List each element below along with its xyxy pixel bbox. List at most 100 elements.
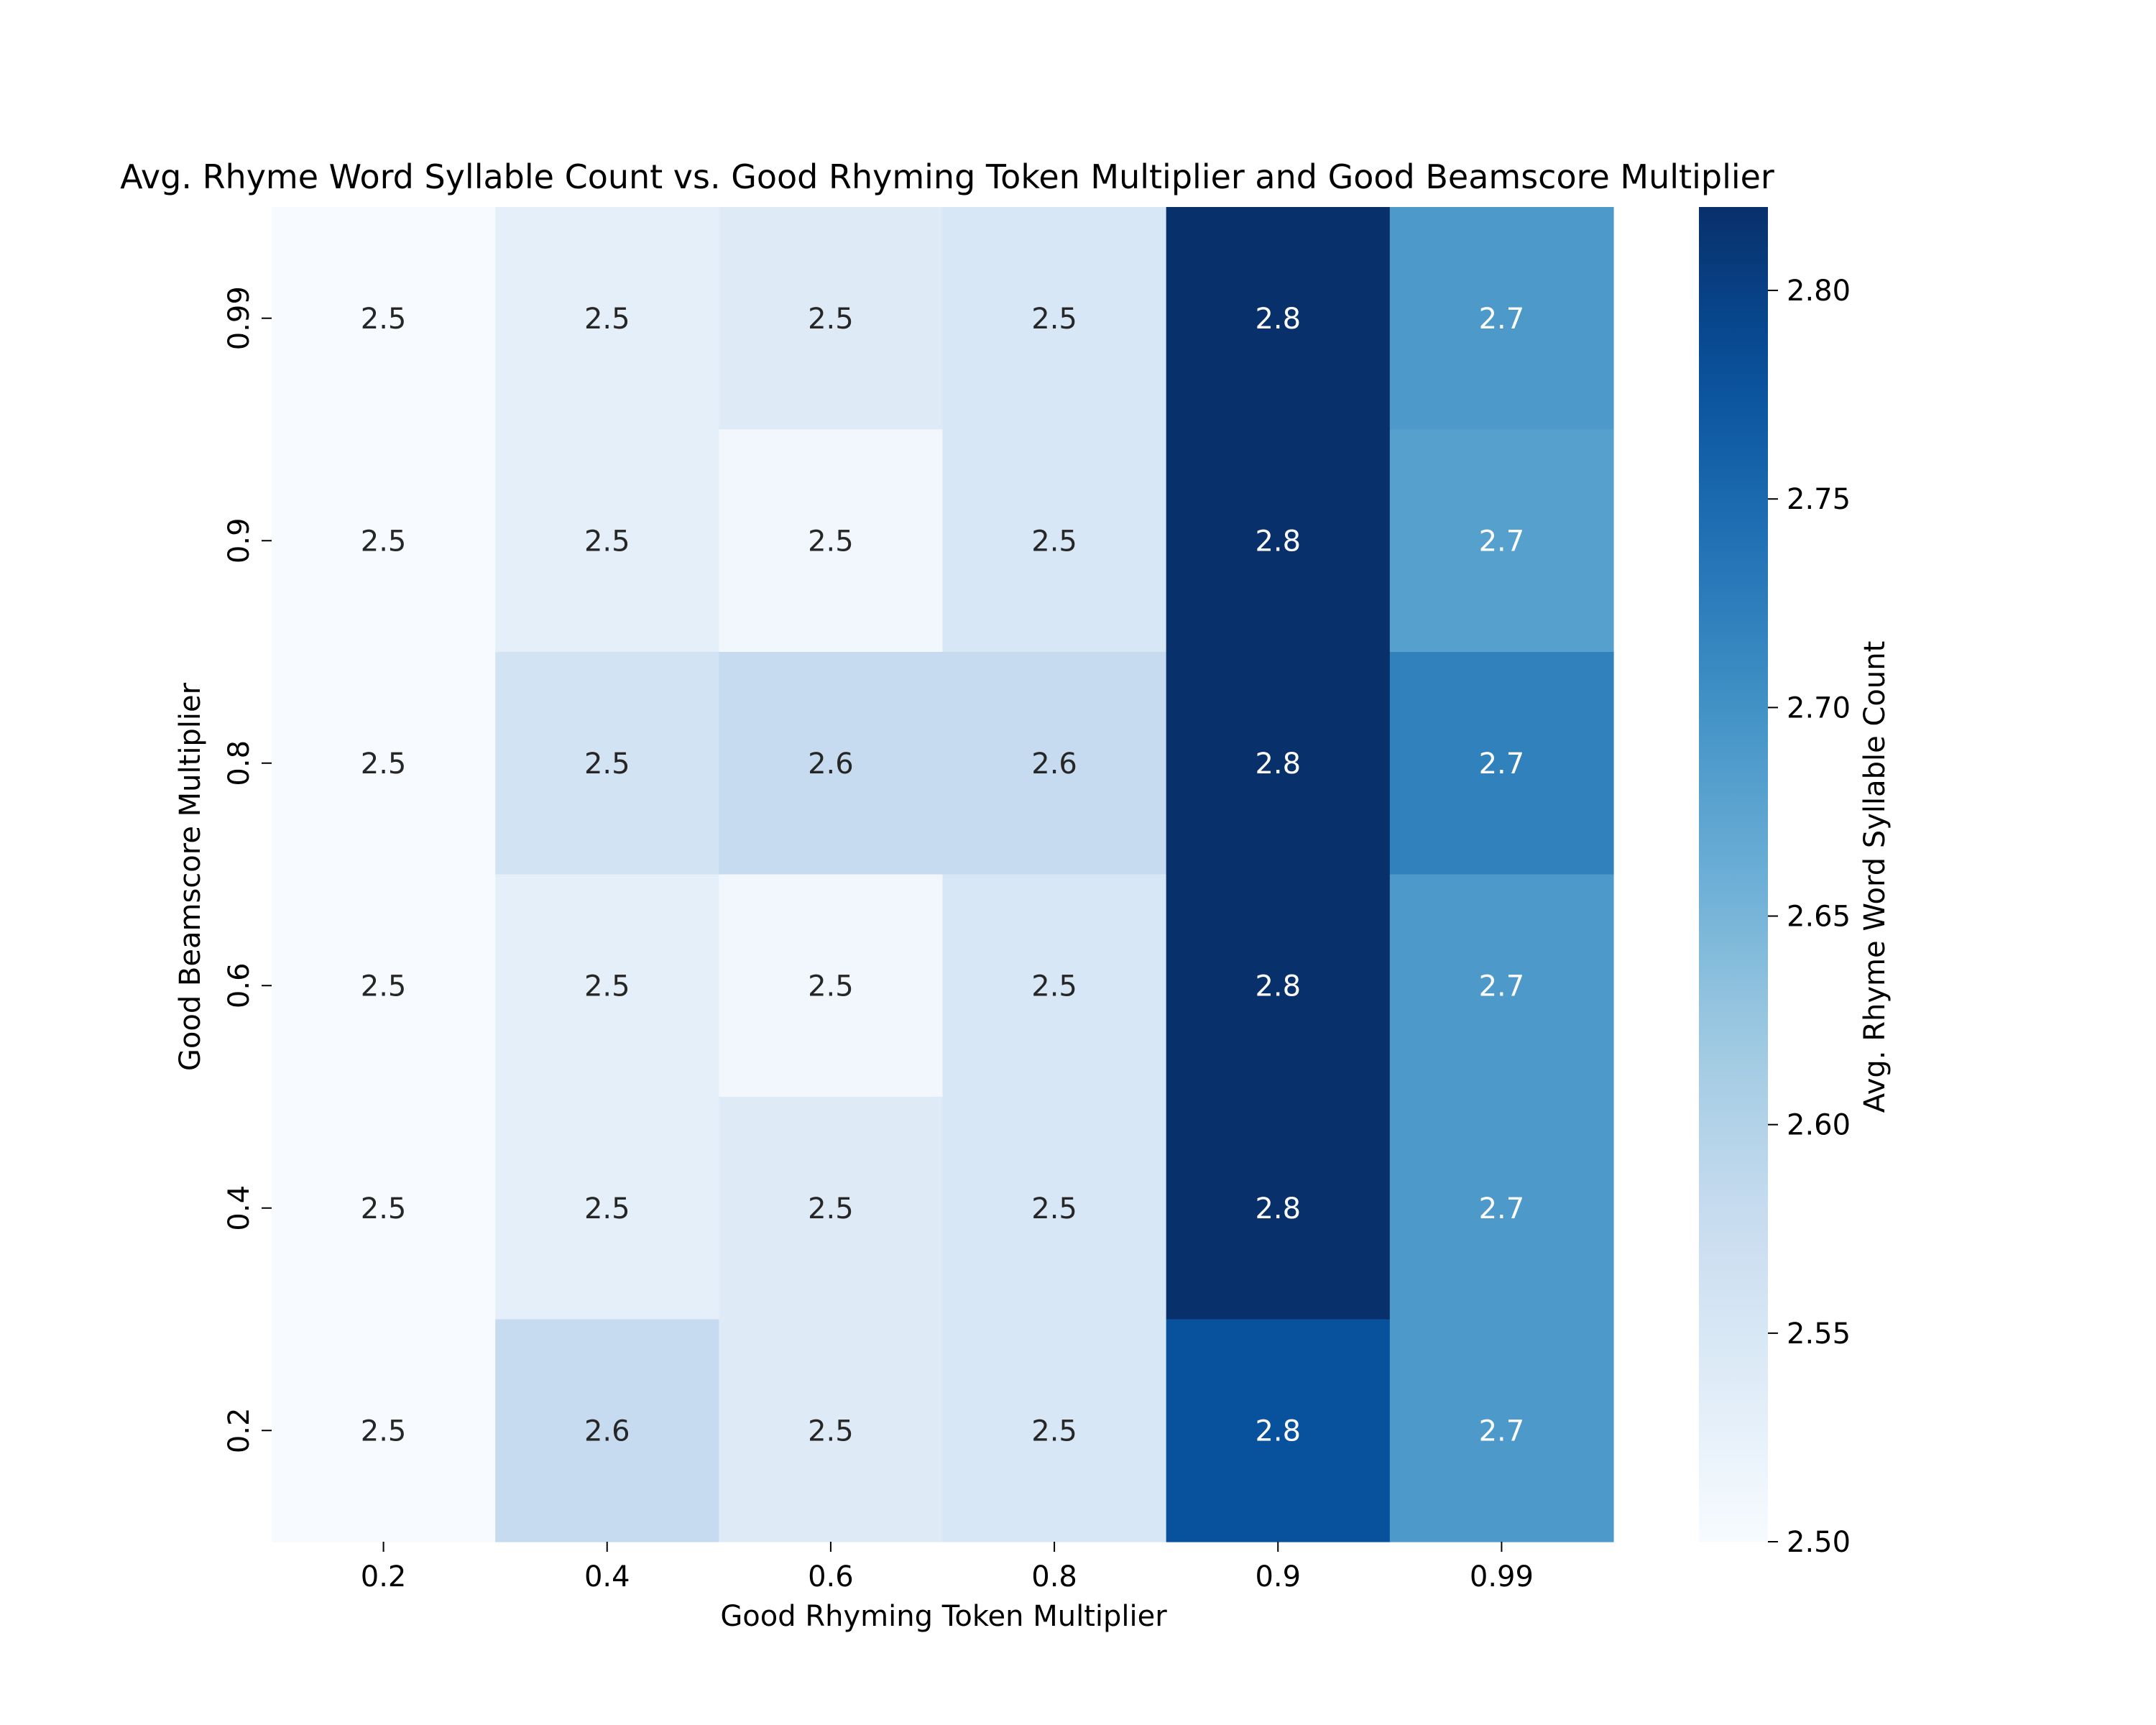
heatmap-cell xyxy=(1166,207,1391,431)
cell-label: 2.5 xyxy=(808,1414,854,1448)
heatmap-cell xyxy=(495,874,719,1098)
cell-label: 2.7 xyxy=(1479,303,1525,336)
cell-label: 2.5 xyxy=(584,1192,630,1225)
cell-label: 2.5 xyxy=(584,748,630,781)
x-tick-label: 0.2 xyxy=(361,1560,407,1593)
x-tick-label: 0.9 xyxy=(1255,1560,1301,1593)
cell-label: 2.7 xyxy=(1479,970,1525,1003)
cell-label: 2.5 xyxy=(361,303,407,336)
cell-label: 2.5 xyxy=(361,525,407,558)
x-tick-label: 0.99 xyxy=(1470,1560,1534,1593)
heatmap-cell xyxy=(495,652,719,875)
cell-label: 2.6 xyxy=(1031,748,1077,781)
heatmap-cell xyxy=(719,1319,944,1542)
x-tick-label: 0.6 xyxy=(808,1560,854,1593)
cell-label: 2.5 xyxy=(584,525,630,558)
cell-label: 2.8 xyxy=(1255,303,1301,336)
y-tick-label: 0.2 xyxy=(223,1407,256,1453)
y-tick-label: 0.4 xyxy=(223,1185,256,1231)
heatmap-cell xyxy=(719,1097,944,1320)
colorbar-gradient xyxy=(1699,207,1768,1542)
heatmap-cell xyxy=(1166,652,1391,875)
heatmap-cell xyxy=(719,207,944,431)
cell-label: 2.7 xyxy=(1479,1192,1525,1225)
colorbar-label: Avg. Rhyme Word Syllable Count xyxy=(1858,641,1892,1113)
cell-label: 2.5 xyxy=(584,303,630,336)
y-axis: 0.99 0.9 0.8 0.6 0.4 0.2 xyxy=(223,286,272,1453)
chart-title: Avg. Rhyme Word Syllable Count vs. Good … xyxy=(120,157,1774,196)
heatmap-cell-labels: 2.5 2.5 2.5 2.5 2.8 2.7 2.5 2.5 2.5 2.5 2.8 2.7 2.5 2… xyxy=(361,303,1524,1448)
y-tick-label: 0.8 xyxy=(223,740,256,786)
heatmap-cells xyxy=(272,207,1614,1542)
colorbar-tick-label: 2.80 xyxy=(1787,275,1851,308)
heatmap-cell xyxy=(942,1319,1167,1542)
cell-label: 2.5 xyxy=(808,525,854,558)
cell-label: 2.5 xyxy=(1031,1192,1077,1225)
heatmap-cell xyxy=(272,652,496,875)
heatmap-cell xyxy=(1389,1097,1614,1320)
x-tick-label: 0.8 xyxy=(1031,1560,1077,1593)
y-tick-label: 0.99 xyxy=(223,286,256,350)
cell-label: 2.5 xyxy=(361,1414,407,1448)
cell-label: 2.5 xyxy=(361,970,407,1003)
x-axis-label: Good Rhyming Token Multiplier xyxy=(720,1600,1167,1633)
cell-label: 2.5 xyxy=(1031,525,1077,558)
cell-label: 2.5 xyxy=(808,1192,854,1225)
cell-label: 2.8 xyxy=(1255,525,1301,558)
cell-label: 2.5 xyxy=(1031,970,1077,1003)
heatmap-cell xyxy=(942,652,1167,875)
cell-label: 2.5 xyxy=(361,1192,407,1225)
colorbar-tick-label: 2.75 xyxy=(1787,483,1851,516)
heatmap-cell xyxy=(719,652,944,875)
cell-label: 2.6 xyxy=(584,1414,630,1448)
cell-label: 2.5 xyxy=(808,970,854,1003)
cell-label: 2.5 xyxy=(1031,303,1077,336)
colorbar-tick-label: 2.65 xyxy=(1787,901,1851,934)
heatmap-cell xyxy=(272,429,496,653)
cell-label: 2.7 xyxy=(1479,1414,1525,1448)
x-tick-label: 0.4 xyxy=(584,1560,630,1593)
cell-label: 2.8 xyxy=(1255,748,1301,781)
heatmap-cell xyxy=(272,874,496,1098)
heatmap-cell xyxy=(1166,429,1391,653)
heatmap-cell xyxy=(942,874,1167,1098)
heatmap-cell xyxy=(495,207,719,431)
heatmap-cell xyxy=(942,429,1167,653)
cell-label: 2.7 xyxy=(1479,525,1525,558)
y-tick-label: 0.6 xyxy=(223,962,256,1008)
heatmap-cell xyxy=(495,1319,719,1542)
cell-label: 2.5 xyxy=(808,303,854,336)
heatmap-cell xyxy=(495,1097,719,1320)
cell-label: 2.8 xyxy=(1255,1192,1301,1225)
heatmap-cell xyxy=(272,207,496,431)
colorbar-tick-label: 2.55 xyxy=(1787,1317,1851,1351)
heatmap-cell xyxy=(719,874,944,1098)
cell-label: 2.8 xyxy=(1255,970,1301,1003)
heatmap-cell xyxy=(1389,652,1614,875)
heatmap-cell xyxy=(1166,1319,1391,1542)
heatmap-cell xyxy=(1166,874,1391,1098)
heatmap-cell xyxy=(942,207,1167,431)
heatmap-cell xyxy=(495,429,719,653)
cell-label: 2.8 xyxy=(1255,1414,1301,1448)
heatmap-cell xyxy=(1389,207,1614,431)
cell-label: 2.7 xyxy=(1479,748,1525,781)
heatmap-cell xyxy=(719,429,944,653)
cell-label: 2.6 xyxy=(808,748,854,781)
colorbar-tick-label: 2.70 xyxy=(1787,691,1851,724)
cell-label: 2.5 xyxy=(361,748,407,781)
heatmap-cell xyxy=(1389,429,1614,653)
colorbar-tick-label: 2.60 xyxy=(1787,1109,1851,1142)
heatmap-cell xyxy=(272,1319,496,1542)
heatmap-cell xyxy=(1166,1097,1391,1320)
cell-label: 2.5 xyxy=(1031,1414,1077,1448)
x-axis: 0.2 0.4 0.6 0.8 0.9 0.99 xyxy=(361,1542,1534,1593)
heatmap-cell xyxy=(272,1097,496,1320)
heatmap-cell xyxy=(1389,1319,1614,1542)
colorbar: 2.50 2.55 2.60 2.65 2.70 2.75 2.80 xyxy=(1699,207,1851,1559)
cell-label: 2.5 xyxy=(584,970,630,1003)
heatmap-cell xyxy=(1389,874,1614,1098)
heatmap-cell xyxy=(942,1097,1167,1320)
y-axis-label: Good Beamscore Multiplier xyxy=(174,682,207,1071)
